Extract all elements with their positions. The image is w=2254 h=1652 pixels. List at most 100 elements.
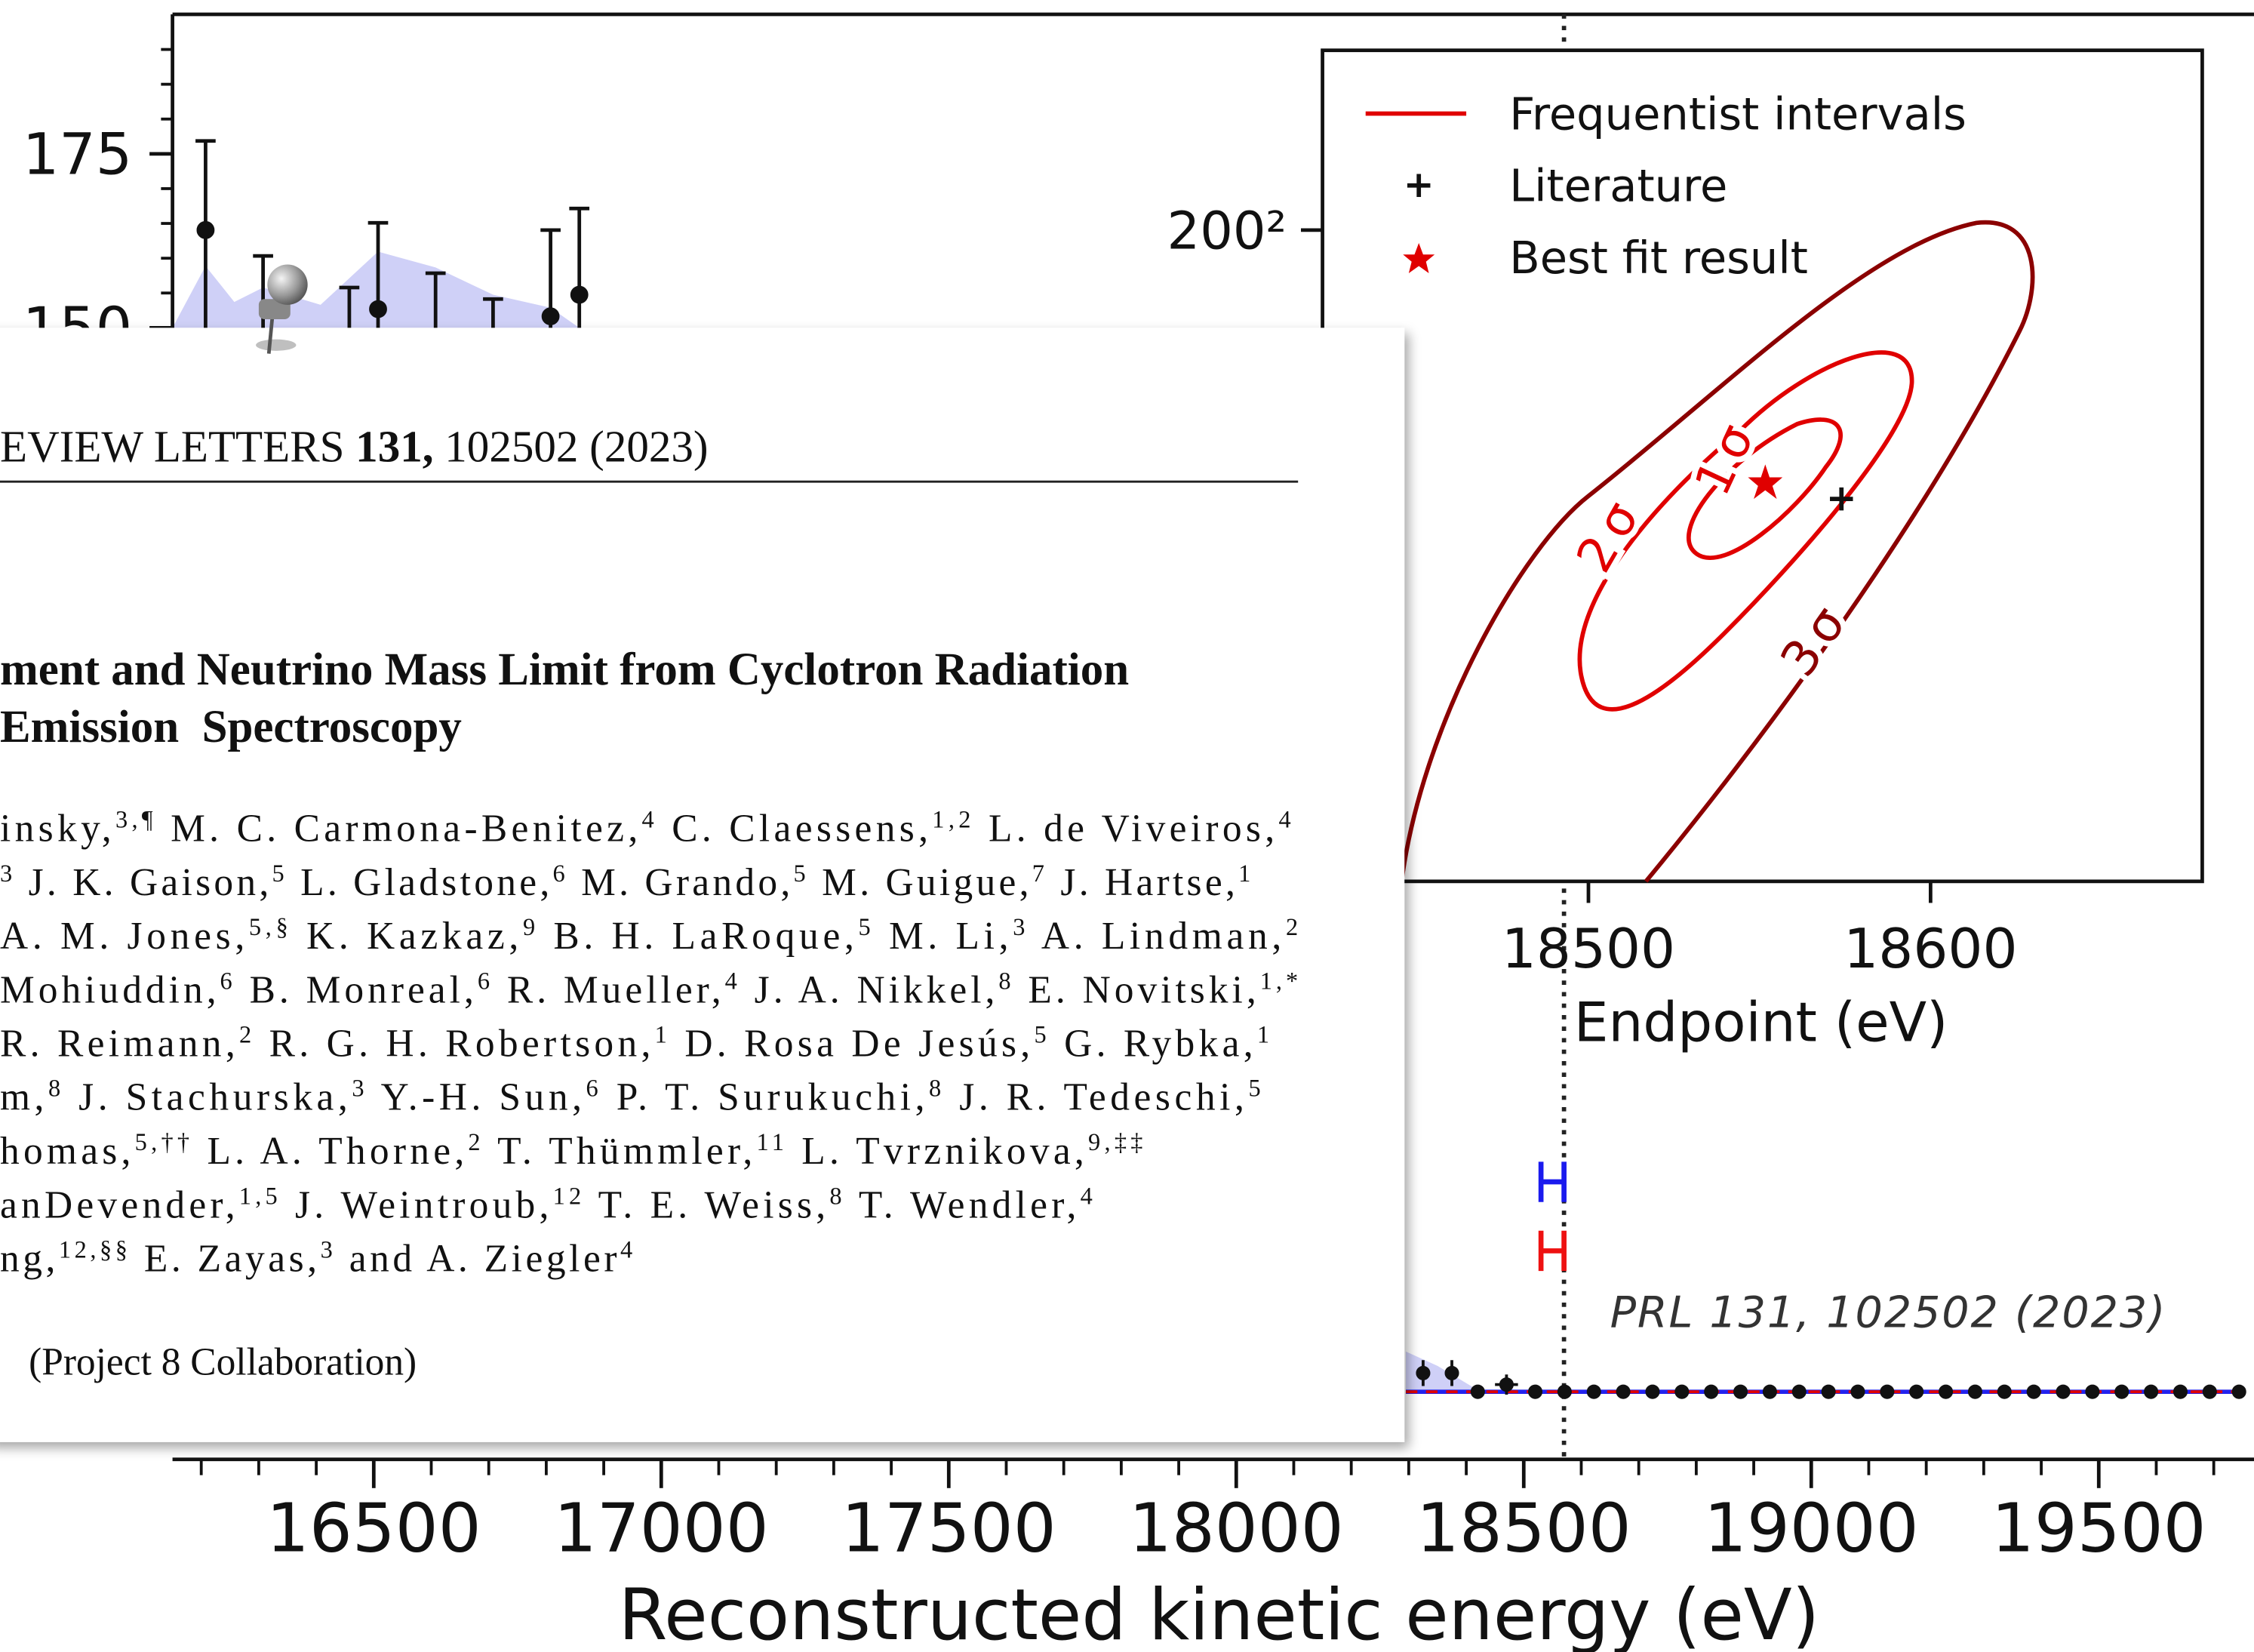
error-bars [195, 139, 590, 331]
author-text: m, [0, 1076, 44, 1119]
data-point [1791, 1384, 1807, 1399]
author-text: M. C. Carmona-Benitez, [157, 808, 638, 851]
author-text: B. Monreal, [236, 968, 474, 1011]
author-text: J. K. Gaison, [15, 861, 269, 904]
author-text: L. Gladstone, [288, 861, 549, 904]
affiliation-sup: 5,§ [249, 914, 288, 941]
data-point [2114, 1384, 2129, 1399]
legend-star [1403, 242, 1435, 273]
author-text: E. Zayas, [131, 1238, 317, 1281]
paper-title: Emission Spectroscopy [0, 702, 462, 752]
affiliation-sup: 5,†† [135, 1129, 189, 1156]
affiliation-sup: 5 [859, 914, 871, 941]
data-point [2231, 1384, 2246, 1399]
author-line: homas, 5,†† L. A. Thorne, 2 T. Thümmler, 11… [0, 1129, 1142, 1173]
author-text: K. Kazkaz, [292, 915, 518, 958]
header-part: 131, [355, 422, 433, 472]
author-text: T. Wendler, [846, 1183, 1077, 1226]
blue-interval [1538, 1161, 1567, 1202]
author-text: J. Weintroub, [281, 1183, 549, 1226]
author-text: Y.-H. Sun, [368, 1076, 582, 1119]
author-line: Mohiuddin, 6 B. Monreal, 6 R. Mueller, 4 J.… [0, 968, 1298, 1011]
data-point [1850, 1384, 1865, 1399]
author-text: A. M. Jones, [0, 915, 244, 958]
data-point [2026, 1384, 2041, 1399]
data-point [1527, 1384, 1543, 1399]
citation-annotation: PRL 131, 102502 (2023) [1610, 1287, 2167, 1337]
affiliation-sup: 7 [1032, 860, 1044, 888]
author-line: m, 8 J. Stachurska, 3 Y.-H. Sun, 6 P. T. Su… [0, 1075, 1261, 1119]
x-tick-label: 18500 [1416, 1490, 1631, 1568]
header-part: 102502 (2023) [434, 422, 709, 472]
x-tick-label: 19500 [1991, 1490, 2206, 1568]
affiliation-sup: 4 [1278, 807, 1290, 834]
contour-2sigma [1577, 350, 1914, 712]
affiliation-sup: 5 [794, 860, 806, 888]
red-interval [1538, 1230, 1567, 1272]
data-point [1821, 1384, 1836, 1399]
affiliation-sup: 8 [48, 1075, 60, 1103]
paper-sheet [0, 328, 1405, 1442]
affiliation-sup: 6 [552, 860, 564, 888]
author-text: T. E. Weiss, [585, 1183, 826, 1226]
affiliation-sup: 1,2 [932, 807, 970, 834]
affiliation-sup: 8 [998, 968, 1010, 995]
affiliation-sup: 8 [829, 1183, 841, 1210]
affiliation-sup: 2 [239, 1022, 251, 1049]
x-tick-label: 17500 [841, 1490, 1056, 1568]
x-tick-label: 19000 [1704, 1490, 1919, 1568]
author-text: J. A. Nikkel, [741, 968, 995, 1011]
literature-point [1830, 487, 1853, 511]
y-tick-label: 175 [23, 121, 132, 188]
author-text: L. A. Thorne, [193, 1130, 464, 1173]
affiliation-sup: 1 [1238, 860, 1250, 888]
author-text: R. Reimann, [0, 1023, 235, 1066]
author-text: R. G. H. Robertson, [256, 1023, 651, 1066]
data-point [1704, 1384, 1719, 1399]
affiliation-sup: 3 [1013, 914, 1025, 941]
header-part: EVIEW LETTERS [0, 422, 355, 472]
paper-clipping: EVIEW LETTERS 131, 102502 (2023) ment and… [0, 328, 1405, 1442]
data-point [1557, 1384, 1572, 1399]
legend-label: Frequentist intervals [1509, 88, 1966, 140]
x-tick-label: 18000 [1129, 1490, 1344, 1568]
x-tick-label: 18500 [1502, 918, 1675, 981]
data-point [1733, 1384, 1748, 1399]
pin-head [267, 264, 308, 305]
affiliation-sup: 12,§§ [59, 1237, 128, 1264]
author-text: T. Thümmler, [484, 1130, 752, 1173]
author-text: A. Lindman, [1029, 915, 1281, 958]
affiliation-sup: 9 [523, 914, 535, 941]
contour-plot: Frequentist intervals Literature Best fit … [1167, 48, 2204, 1054]
author-text: M. Grando, [568, 861, 790, 904]
paper-title: ment and Neutrino Mass Limit from Cyclot… [0, 644, 1129, 695]
affiliation-sup: 2 [1286, 914, 1298, 941]
data-point [1762, 1384, 1777, 1399]
collaboration: (Project 8 Collaboration) [29, 1340, 417, 1383]
author-line: R. Reimann, 2 R. G. H. Robertson, 1 D. Ros… [0, 1022, 1269, 1066]
author-text: Mohiuddin, [0, 968, 217, 1011]
author-text: L. Tvrznikova, [788, 1130, 1084, 1173]
affiliation-sup: 3,¶ [115, 807, 153, 834]
affiliation-sup: 4 [642, 807, 654, 834]
affiliation-sup: 3 [0, 860, 12, 888]
author-text: R. Mueller, [494, 968, 721, 1011]
y-tick-label: 200² [1167, 202, 1287, 262]
affiliation-sup: 1 [1257, 1022, 1269, 1049]
data-point [1616, 1384, 1631, 1399]
author-text: ng, [0, 1238, 55, 1281]
affiliation-sup: 8 [929, 1075, 941, 1103]
affiliation-sup: 5 [1248, 1075, 1260, 1103]
affiliation-sup: 4 [620, 1237, 632, 1264]
x-tick-label: 16500 [266, 1490, 481, 1568]
best-fit-star [1748, 464, 1783, 500]
affiliation-sup: 2 [468, 1129, 480, 1156]
affiliation-sup: 1,5 [239, 1183, 278, 1210]
contour-1sigma [1687, 417, 1843, 560]
author-text: G. Rybka, [1050, 1023, 1253, 1066]
author-text: and A. Ziegler [336, 1238, 617, 1281]
data-point [1586, 1384, 1601, 1399]
data-point [2085, 1384, 2100, 1399]
author-text: M. Li, [875, 915, 1008, 958]
